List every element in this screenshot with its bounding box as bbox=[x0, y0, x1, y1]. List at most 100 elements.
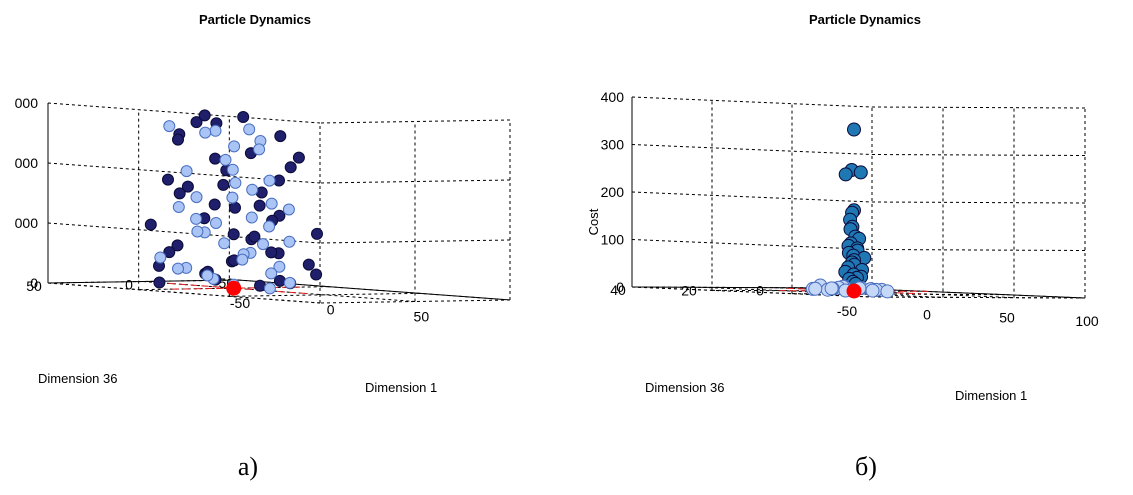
particle-point bbox=[284, 161, 297, 174]
particle-point bbox=[163, 246, 176, 259]
y-tick-label: 50 bbox=[26, 278, 42, 294]
particle-point bbox=[163, 120, 176, 133]
particle-point bbox=[217, 178, 230, 191]
particle-point bbox=[248, 230, 261, 243]
particle-point bbox=[181, 180, 194, 193]
y-axis-label: Dimension 36 bbox=[38, 371, 118, 386]
particle-point bbox=[208, 198, 221, 211]
y-axis-label: Dimension 36 bbox=[645, 380, 725, 395]
particle-point bbox=[226, 191, 239, 204]
wall-grid-line bbox=[319, 239, 511, 244]
x-tick-label: -50 bbox=[837, 303, 857, 319]
particle-point bbox=[283, 276, 296, 289]
particle-point bbox=[246, 183, 259, 196]
particle-point bbox=[273, 260, 286, 273]
z-axis-label: Cost bbox=[586, 208, 601, 235]
x-tick-label: 0 bbox=[327, 302, 335, 318]
wall-grid-line bbox=[631, 144, 873, 155]
particle-point bbox=[210, 217, 222, 229]
particle-point bbox=[880, 284, 895, 299]
x-tick-label: 50 bbox=[414, 308, 430, 324]
z-tick-label: 000 bbox=[15, 155, 39, 171]
x-tick-label: 100 bbox=[1075, 313, 1099, 329]
particle-point bbox=[263, 282, 276, 295]
particle-point bbox=[198, 109, 211, 122]
particle-point bbox=[274, 130, 287, 143]
particle-point bbox=[190, 212, 203, 225]
z-tick-label: 0 bbox=[30, 275, 38, 291]
wall-grid-line bbox=[631, 191, 873, 203]
particle-point bbox=[311, 227, 323, 240]
z-tick-label: 000 bbox=[15, 95, 39, 111]
particle-point bbox=[209, 152, 222, 165]
particle-point bbox=[172, 201, 185, 213]
particle-point bbox=[310, 268, 323, 281]
particle-point bbox=[237, 111, 250, 123]
wall-grid-line bbox=[319, 119, 511, 124]
particle-point bbox=[144, 218, 157, 231]
particle-point bbox=[180, 165, 193, 178]
particle-point bbox=[219, 153, 232, 166]
y-tick-label: 40 bbox=[610, 282, 626, 298]
particle-point bbox=[865, 283, 880, 298]
chart-panel-a: Particle Dynamics -50 0 50-500500000000000… bbox=[15, 12, 511, 481]
z-tick-label: 000 bbox=[15, 215, 39, 231]
particle-point bbox=[853, 165, 868, 180]
particle-point bbox=[218, 237, 231, 250]
wall-grid-line bbox=[631, 96, 873, 108]
particle-point bbox=[172, 262, 184, 275]
wall-grid-line bbox=[871, 201, 1086, 204]
particle-point bbox=[273, 274, 286, 287]
x-axis-label: Dimension 1 bbox=[365, 380, 437, 395]
particle-point bbox=[263, 220, 276, 233]
particle-point bbox=[283, 235, 296, 248]
x-axis-label: Dimension 1 bbox=[955, 388, 1027, 403]
x-tick-label: 50 bbox=[999, 310, 1015, 326]
particle-point bbox=[265, 246, 278, 259]
particle-point bbox=[172, 133, 184, 146]
particle-point bbox=[265, 197, 278, 210]
z-tick-label: 400 bbox=[601, 89, 625, 105]
particle-point bbox=[162, 173, 174, 186]
z-tick-label: 200 bbox=[601, 184, 625, 200]
particle-point bbox=[190, 191, 203, 204]
particle-point bbox=[236, 253, 249, 266]
particle-point bbox=[824, 281, 839, 296]
particle-point bbox=[226, 163, 239, 176]
y-tick-label: 0 bbox=[125, 277, 133, 293]
wall-grid-line bbox=[319, 179, 511, 184]
crosshair-y-line bbox=[779, 290, 929, 292]
particle-point bbox=[199, 126, 212, 139]
crosshair-x-line bbox=[157, 282, 310, 295]
series-2 bbox=[226, 280, 242, 296]
wall-grid-line bbox=[871, 154, 1086, 156]
wall-grid-line bbox=[631, 239, 873, 250]
y-tick-label: 20 bbox=[681, 282, 697, 298]
particle-point bbox=[229, 176, 242, 189]
y-tick-label: 0 bbox=[756, 283, 764, 299]
particle-point bbox=[227, 228, 240, 241]
particle-point bbox=[257, 238, 269, 251]
best-particle-point bbox=[226, 280, 242, 296]
x-tick-label: 0 bbox=[923, 306, 931, 322]
z-tick-label: 300 bbox=[601, 137, 625, 153]
particle-point bbox=[191, 225, 204, 238]
particle-point bbox=[838, 167, 853, 182]
particle-point bbox=[808, 281, 823, 296]
particle-point bbox=[302, 258, 315, 271]
chart-title: Particle Dynamics bbox=[809, 12, 921, 27]
particle-point bbox=[253, 143, 266, 156]
particle-point bbox=[245, 211, 258, 224]
z-tick-label: 100 bbox=[601, 232, 625, 248]
x-tick-label: -50 bbox=[230, 295, 250, 311]
wall-grid-line bbox=[319, 299, 511, 304]
series-0 bbox=[838, 122, 872, 291]
series-1 bbox=[154, 120, 296, 295]
wall-grid-line bbox=[47, 102, 321, 124]
wall-grid-line bbox=[47, 222, 321, 244]
